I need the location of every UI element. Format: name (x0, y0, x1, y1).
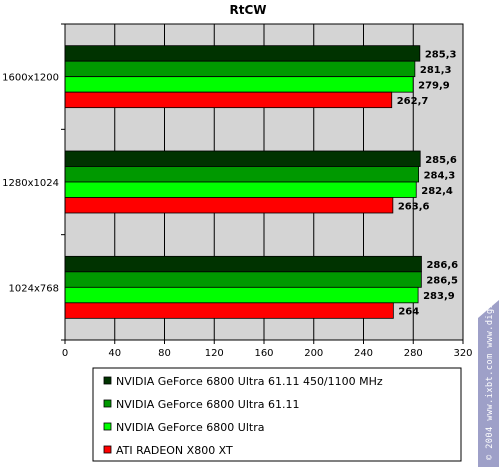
bar (64, 76, 414, 93)
plot-area: 0 40 80 120 160 200 240 280 320 1600x1200 285,3 281… (2, 23, 473, 359)
data-label: 285,3 (425, 49, 457, 60)
data-label: 284,3 (424, 170, 456, 181)
bar (64, 181, 417, 198)
watermark: © 2004 www.ixbt.com www.digit-life.com (478, 247, 499, 467)
data-label: 263,6 (398, 201, 430, 212)
legend-label: NVIDIA GeForce 6800 Ultra 61.11 450/1100… (116, 375, 383, 388)
category-label: 1024x768 (9, 283, 59, 294)
data-label: 262,7 (397, 96, 429, 107)
category-label: 1280x1024 (2, 178, 59, 189)
x-tick-label: 320 (453, 348, 472, 359)
bar (64, 271, 422, 288)
watermark-text: © 2004 www.ixbt.com www.digit-life.com (485, 247, 495, 460)
legend-label: NVIDIA GeForce 6800 Ultra (116, 421, 264, 434)
data-label: 264 (398, 307, 419, 318)
legend-label: ATI RADEON X800 XT (116, 444, 233, 457)
x-tick-label: 280 (404, 348, 423, 359)
bar (64, 166, 419, 183)
data-label: 279,9 (418, 80, 450, 91)
x-tick-label: 80 (158, 348, 171, 359)
bar (64, 302, 394, 319)
legend-swatch (103, 445, 112, 454)
bar (64, 197, 394, 214)
bar (64, 255, 422, 273)
x-tick-label: 40 (108, 348, 121, 359)
chart-title: RtCW (229, 3, 266, 17)
x-tick-label: 0 (62, 348, 68, 359)
bar (64, 60, 416, 78)
bar (64, 91, 393, 109)
category-label: 1600x1200 (2, 73, 59, 84)
data-label: 285,6 (425, 155, 457, 166)
data-label: 281,3 (420, 65, 452, 76)
legend-label: NVIDIA GeForce 6800 Ultra 61.11 (116, 398, 299, 411)
bar (64, 150, 421, 167)
plot-frame (64, 23, 464, 341)
data-label: 286,5 (426, 276, 458, 287)
x-tick-label: 120 (205, 348, 224, 359)
legend-swatch (103, 422, 112, 431)
data-label: 283,9 (423, 291, 455, 302)
x-tick-label: 240 (354, 348, 373, 359)
x-tick-label: 200 (304, 348, 323, 359)
legend-box (92, 367, 462, 462)
bar (64, 45, 421, 62)
legend-swatch (103, 376, 112, 385)
data-label: 286,6 (426, 260, 458, 271)
legend: NVIDIA GeForce 6800 Ultra 61.11 450/1100… (92, 367, 462, 462)
x-tick-label: 160 (254, 348, 273, 359)
bar (64, 286, 419, 304)
legend-swatch (103, 399, 112, 408)
watermark-band (478, 300, 499, 467)
data-label: 282,4 (421, 186, 453, 197)
